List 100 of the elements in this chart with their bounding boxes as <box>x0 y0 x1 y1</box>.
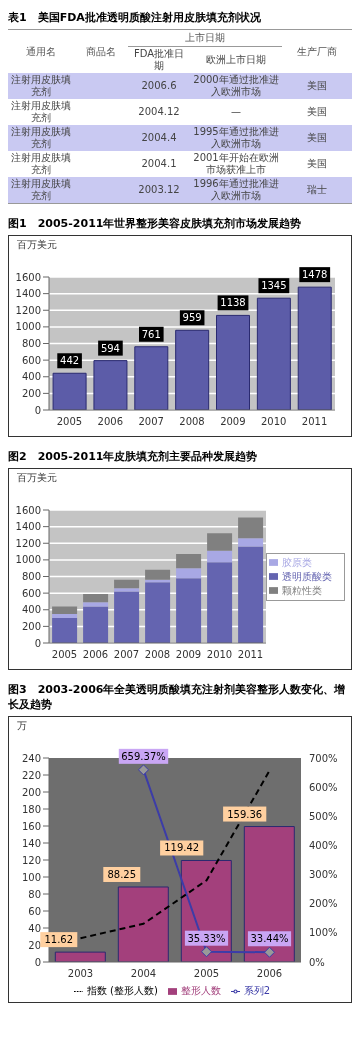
y-axis-title: 万 <box>16 719 28 732</box>
y-axis-title: 百万美元 <box>16 471 58 484</box>
text: 商品名 <box>85 44 117 59</box>
text: 表1 美国FDA批准透明质酸注射用皮肤填充剂状况 <box>8 10 262 25</box>
bar <box>207 550 233 563</box>
bar <box>145 582 171 643</box>
bar <box>134 346 169 410</box>
x-tick-label: 2006 <box>256 968 283 980</box>
bar <box>207 562 233 643</box>
bar <box>117 886 169 962</box>
text: FDA批准日期 <box>132 47 186 73</box>
chart-title: 图1 2005-2011年世界整形美容皮肤填充剂市场发展趋势 <box>8 216 303 231</box>
y-tick-label: 220 <box>21 769 41 781</box>
bar <box>256 297 291 410</box>
x-tick-label: 2011 <box>301 416 328 428</box>
data-label: 594 <box>100 342 120 354</box>
data-label: 1138 <box>220 297 246 309</box>
bar <box>175 329 210 410</box>
bar <box>145 569 171 580</box>
y-tick-label: 1400 <box>15 521 41 533</box>
y-tick-label: 40 <box>28 922 41 934</box>
x-tick-label: 2008 <box>179 416 205 428</box>
y-tick-label: 400 <box>21 371 41 383</box>
bar <box>83 602 109 607</box>
y-tick-label: 1200 <box>15 537 41 549</box>
y-tick-label: 140 <box>21 837 41 849</box>
y2-tick-label: 200% <box>309 898 338 910</box>
text: 美国 <box>306 157 328 171</box>
text: 欧洲上市日期 <box>205 53 267 67</box>
bar <box>176 568 202 579</box>
y-tick-label: 600 <box>21 354 41 366</box>
y2-tick-label: 100% <box>309 927 338 939</box>
y-tick-label: 120 <box>21 854 41 866</box>
y2-tick-label: 500% <box>309 810 338 822</box>
text: 2001年开始在欧洲市场获准上市 <box>192 151 280 177</box>
bar <box>176 578 202 643</box>
bar <box>83 593 109 603</box>
legend-label: 指数 (整形人数) <box>86 985 158 996</box>
bar <box>243 826 295 962</box>
y-tick-label: 1200 <box>15 304 41 316</box>
data-label: 1345 <box>261 280 287 292</box>
x-tick-label: 2009 <box>175 649 202 661</box>
data-label: 442 <box>60 355 80 367</box>
text: 瑞士 <box>306 183 328 197</box>
data-label: 88.25 <box>107 868 137 880</box>
y-tick-label: 200 <box>21 387 41 399</box>
y-tick-label: 200 <box>21 620 41 632</box>
x-tick-label: 2005 <box>56 416 83 428</box>
bar <box>207 533 233 551</box>
y2-tick-label: 600% <box>309 781 338 793</box>
text: 生产厂商 <box>296 44 338 59</box>
text: 2004.4 <box>140 131 178 145</box>
y-tick-label: 1000 <box>15 321 41 333</box>
y-tick-label: 1600 <box>15 504 41 516</box>
bar <box>52 606 78 614</box>
text: 2004.1 <box>140 157 178 171</box>
bar <box>54 951 106 962</box>
text: 注射用皮肤填充剂 <box>10 151 72 177</box>
y-tick-label: 200 <box>21 786 41 798</box>
bar <box>238 546 264 643</box>
bar <box>238 538 264 547</box>
data-label: 959 <box>182 312 202 324</box>
bar <box>93 360 128 410</box>
point <box>264 946 275 958</box>
bar <box>238 517 264 539</box>
y-tick-label: 800 <box>21 571 41 583</box>
y-axis-title: 百万美元 <box>16 238 58 251</box>
x-tick-label: 2005 <box>51 649 78 661</box>
text: 2003.12 <box>137 183 181 197</box>
y-tick-label: 1400 <box>15 288 41 300</box>
y-tick-label: 100 <box>21 871 41 883</box>
bar <box>114 588 140 592</box>
text: 注射用皮肤填充剂 <box>10 177 72 203</box>
point <box>138 764 149 776</box>
y-tick-label: 1000 <box>15 554 41 566</box>
data-label: 33.44% <box>250 933 289 945</box>
y2-tick-label: 400% <box>309 839 338 851</box>
text: — <box>230 105 242 119</box>
bar <box>114 579 140 589</box>
text: 2006.6 <box>140 79 178 93</box>
text: 上市日期 <box>128 29 282 47</box>
data-label: 11.62 <box>44 934 74 946</box>
legend-label: 整形人数 <box>180 985 221 996</box>
bar <box>114 591 140 643</box>
chart-title: 图3 2003-2006年全美透明质酸填充注射剂美容整形人数变化、增长及趋势 <box>8 682 347 712</box>
y-tick-label: 0 <box>34 637 41 649</box>
bar <box>216 314 251 410</box>
x-tick-label: 2010 <box>206 649 233 661</box>
y-tick-label: 600 <box>21 587 41 599</box>
bar <box>176 554 202 569</box>
text: 通用名 <box>25 44 57 59</box>
bar <box>52 618 78 643</box>
x-tick-label: 2010 <box>260 416 287 428</box>
legend-label: 胶原类 <box>282 556 312 568</box>
text: 美国 <box>306 131 328 145</box>
data-label: 159.36 <box>227 808 263 820</box>
text: 美国 <box>306 105 328 119</box>
x-tick-label: 2009 <box>220 416 246 428</box>
y2-tick-label: 700% <box>309 752 338 764</box>
point <box>201 946 212 958</box>
